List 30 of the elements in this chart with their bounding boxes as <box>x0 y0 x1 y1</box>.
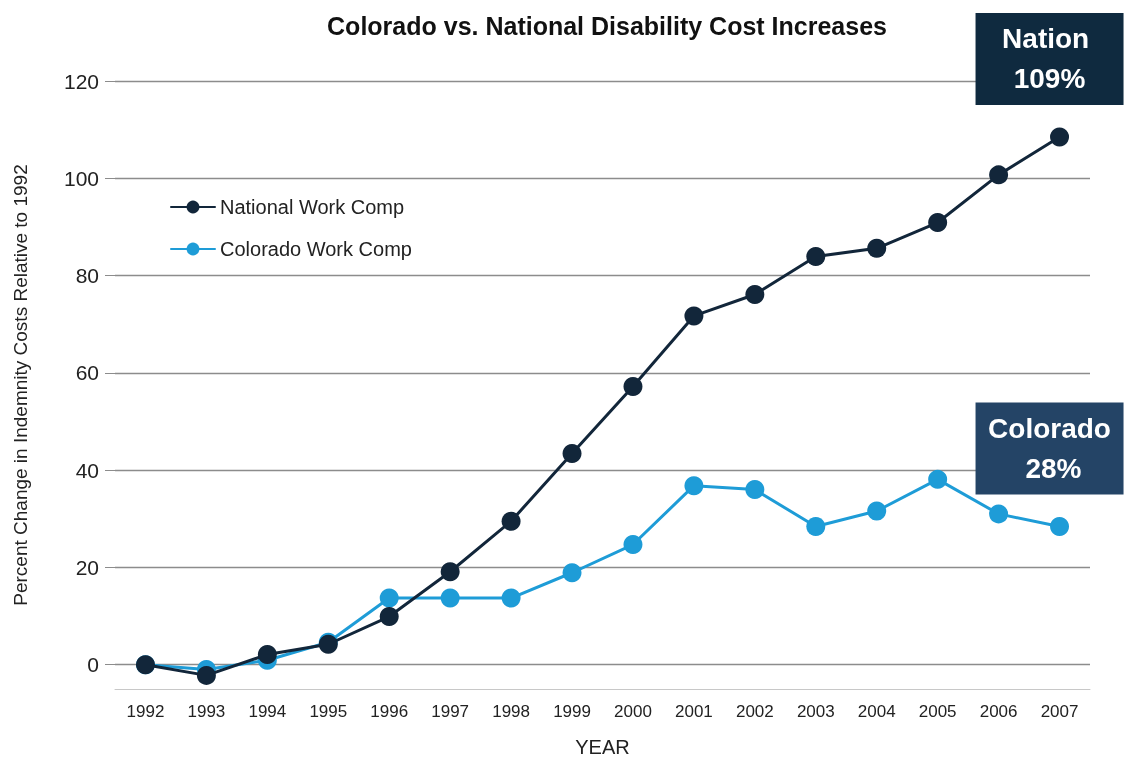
y-tick-label: 100 <box>63 166 99 190</box>
annotation: Colorado 28% <box>988 413 1111 485</box>
x-tick-label: 1996 <box>370 702 409 721</box>
x-axis-title: YEAR <box>575 736 630 758</box>
x-tick-label: 2004 <box>857 702 896 721</box>
x-tick-label: 1995 <box>309 702 348 721</box>
x-tick-label: 2007 <box>1040 702 1079 721</box>
legend-label: Colorado Work Comp <box>220 238 412 260</box>
y-tick-label: 40 <box>75 458 99 482</box>
x-tick-label: 2006 <box>979 702 1018 721</box>
x-tick-label: 1994 <box>248 702 287 721</box>
x-tick-label: 1998 <box>492 702 531 721</box>
x-tick-label: 2001 <box>674 702 713 721</box>
x-tick-label: 2000 <box>614 702 652 721</box>
x-tick-label: 2005 <box>918 702 957 721</box>
chart-title: Colorado vs. National Disability Cost Increases <box>327 11 887 40</box>
y-tick-label: 20 <box>75 555 99 579</box>
y-tick-label: 60 <box>75 361 99 385</box>
annotation: Nation 109% <box>1002 23 1097 95</box>
x-tick-label: 2003 <box>796 702 835 721</box>
x-tick-label: 1992 <box>126 702 165 721</box>
x-tick-label: 1993 <box>187 702 226 721</box>
legend-label: National Work Comp <box>220 196 405 218</box>
x-tick-label: 2002 <box>735 702 774 721</box>
x-tick-label: 1999 <box>553 702 591 721</box>
y-tick-label: 0 <box>87 653 99 677</box>
y-axis-title: Percent Change in Indemnity Costs Relative to 1992 <box>10 164 31 606</box>
x-tick-label: 1997 <box>431 702 470 721</box>
y-tick-label: 120 <box>63 69 99 93</box>
y-tick-label: 80 <box>75 264 99 288</box>
